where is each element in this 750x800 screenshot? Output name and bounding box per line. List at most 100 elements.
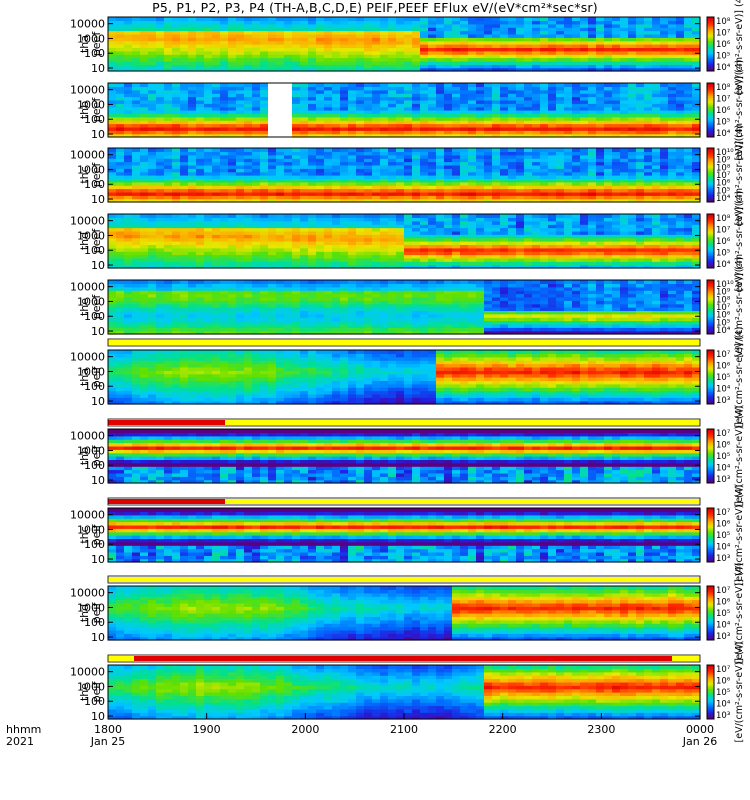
spectrogram-cell	[508, 103, 517, 108]
spectrogram-cell	[220, 154, 229, 159]
spectrogram-cell	[244, 217, 253, 222]
spectrogram-cell	[180, 67, 189, 72]
spectrogram-cell	[508, 27, 517, 32]
spectrogram-cell	[148, 224, 157, 229]
spectrogram-cell	[148, 191, 157, 196]
spectrogram-cell	[492, 44, 501, 48]
spectrogram-cell	[284, 161, 293, 166]
spectrogram-cell	[260, 116, 269, 121]
spectrogram-cell	[244, 151, 253, 156]
spectrogram-cell	[612, 123, 621, 128]
spectrogram-cell	[124, 320, 133, 325]
spectrogram-cell	[460, 89, 469, 94]
spectrogram-cell	[380, 181, 389, 186]
spectrogram-cell	[412, 103, 421, 108]
spectrogram-cell	[612, 247, 621, 252]
spectrogram-cell	[500, 254, 509, 259]
spectrogram-cell	[124, 106, 133, 111]
spectrogram-cell	[228, 178, 237, 183]
spectrogram-cell	[140, 47, 149, 52]
spectrogram-cell	[508, 175, 517, 179]
spectrogram-cell	[532, 20, 541, 25]
spectrogram-cell	[468, 191, 477, 196]
spectrogram-cell	[580, 116, 589, 121]
spectrogram-cell	[532, 44, 541, 48]
colorbar-segment	[707, 235, 714, 238]
spectrogram-cell	[196, 96, 205, 101]
spectrogram-cell	[316, 27, 325, 32]
spectrogram-cell	[500, 237, 509, 242]
spectrogram-cell	[516, 96, 525, 101]
spectrogram-cell	[172, 178, 181, 183]
spectrogram-cell	[668, 44, 677, 48]
spectrogram-cell	[628, 217, 637, 222]
spectrogram-cell	[316, 93, 325, 98]
spectrogram-cell	[644, 237, 653, 242]
spectrogram-cell	[364, 151, 373, 156]
spectrogram-cell	[172, 237, 181, 242]
spectrogram-cell	[348, 148, 357, 152]
spectrogram-cell	[668, 133, 677, 138]
spectrogram-cell	[492, 110, 501, 114]
spectrogram-cell	[404, 257, 413, 262]
spectrogram-cell	[124, 110, 133, 114]
spectrogram-cell	[380, 148, 389, 152]
spectrogram-cell	[452, 154, 461, 159]
spectrogram-cell	[660, 47, 669, 52]
spectrogram-cell	[420, 30, 429, 35]
spectrogram-cell	[276, 64, 285, 69]
spectrogram-cell	[580, 220, 589, 225]
spectrogram-cell	[420, 57, 429, 62]
spectrogram-cell	[228, 103, 237, 108]
spectrogram-cell	[628, 244, 637, 249]
spectrogram-cell	[556, 264, 565, 269]
spectrogram-cell	[388, 214, 397, 218]
spectrogram-cell	[524, 37, 533, 42]
spectrogram-cell	[692, 37, 701, 42]
spectrogram-cell	[204, 64, 213, 69]
spectrogram-cell	[516, 57, 525, 62]
spectrogram-cell	[180, 247, 189, 252]
spectrogram-cell	[156, 67, 165, 72]
spectrogram-cell	[292, 154, 301, 159]
spectrogram-cell	[132, 257, 141, 262]
spectrogram-cell	[580, 33, 589, 38]
spectrogram-cell	[484, 64, 493, 69]
spectrogram-cell	[196, 230, 205, 235]
spectrogram-cell	[308, 89, 317, 94]
spectrogram-cell	[316, 234, 325, 239]
spectrogram-cell	[260, 154, 269, 159]
spectrogram-cell	[620, 178, 629, 183]
spectrogram-cell	[332, 195, 341, 200]
spectrogram-cell	[124, 195, 133, 200]
spectrogram-cell	[292, 244, 301, 249]
spectrogram-cell	[636, 27, 645, 32]
spectrogram-cell	[268, 151, 277, 156]
spectrogram-cell	[308, 113, 317, 118]
spectrogram-cell	[164, 60, 173, 65]
spectrogram-cell	[620, 217, 629, 222]
spectrogram-cell	[492, 154, 501, 159]
spectrogram-cell	[604, 67, 613, 72]
spectrogram-cell	[652, 86, 661, 91]
spectrogram-cell	[316, 158, 325, 163]
spectrogram-cell	[116, 57, 125, 62]
spectrogram-cell	[284, 261, 293, 266]
colorbar-segment	[707, 176, 714, 180]
spectrogram-cell	[668, 123, 677, 128]
spectrogram-cell	[492, 106, 501, 111]
spectrogram-cell	[420, 20, 429, 25]
spectrogram-cell	[196, 168, 205, 173]
spectrogram-cell	[332, 230, 341, 235]
spectrogram-cell	[252, 178, 261, 183]
spectrogram-cell	[372, 23, 381, 28]
spectrogram-cell	[220, 214, 229, 218]
spectrogram-cell	[620, 83, 629, 87]
spectrogram-cell	[204, 195, 213, 200]
spectrogram-cell	[372, 264, 381, 269]
spectrogram-cell	[348, 195, 357, 200]
spectrogram-cell	[132, 44, 141, 48]
spectrogram-cell	[676, 33, 685, 38]
spectrogram-cell	[660, 237, 669, 242]
spectrogram-cell	[108, 99, 117, 104]
